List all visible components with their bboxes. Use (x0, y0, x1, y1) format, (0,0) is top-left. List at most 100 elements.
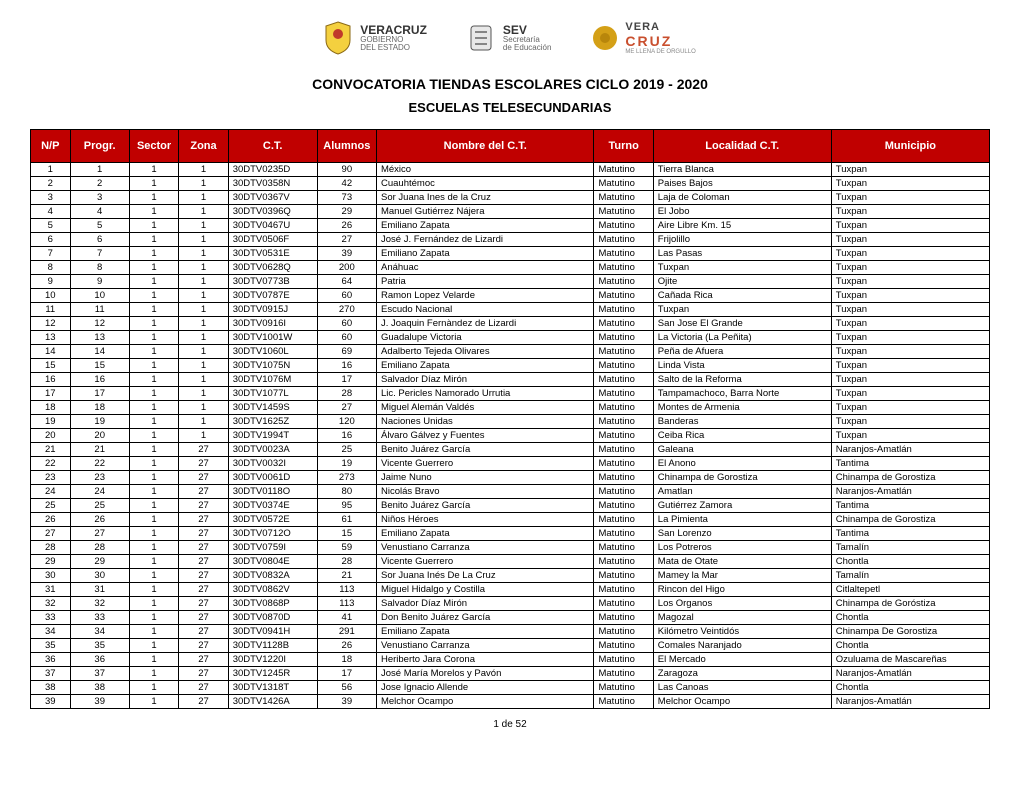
cell: 22 (70, 457, 129, 471)
cell: Tuxpan (831, 317, 989, 331)
cell: Matutino (594, 303, 653, 317)
cell: Benito Juárez García (376, 499, 594, 513)
cell: 10 (70, 289, 129, 303)
cell: 1 (179, 429, 228, 443)
cell: 30DTV0531E (228, 247, 317, 261)
cell: 1 (129, 163, 178, 177)
cell: 30DTV0941H (228, 625, 317, 639)
vera-tag: ME LLENA DE ORGULLO (625, 49, 695, 55)
cell: 27 (179, 527, 228, 541)
table-row: 14141130DTV1060L69Adalberto Tejeda Oliva… (31, 345, 990, 359)
cell: Matutino (594, 639, 653, 653)
cell: Matutino (594, 569, 653, 583)
vera-line2: CRUZ (625, 33, 695, 49)
cell: Matutino (594, 653, 653, 667)
logo-veracruz-gobierno: VERACRUZ GOBIERNO DEL ESTADO (324, 20, 427, 56)
cell: 1 (179, 317, 228, 331)
cell: 30DTV0712O (228, 527, 317, 541)
cell: 1 (129, 541, 178, 555)
col-alumnos: Alumnos (317, 130, 376, 163)
cell: 30DTV0862V (228, 583, 317, 597)
table-row: 17171130DTV1077L28Lic. Pericles Namorado… (31, 387, 990, 401)
cell: 20 (31, 429, 71, 443)
cell: Rincon del Higo (653, 583, 831, 597)
cell: Niños Héroes (376, 513, 594, 527)
cell: Miguel Alemán Valdés (376, 401, 594, 415)
cell: Tuxpan (831, 331, 989, 345)
cell: 21 (317, 569, 376, 583)
flower-icon (591, 24, 619, 52)
cell: 19 (317, 457, 376, 471)
cell: Peña de Afuera (653, 345, 831, 359)
cell: 1 (129, 261, 178, 275)
cell: 11 (70, 303, 129, 317)
cell: Matutino (594, 695, 653, 709)
cell: Banderas (653, 415, 831, 429)
cell: 28 (70, 541, 129, 555)
table-row: 18181130DTV1459S27Miguel Alemán ValdésMa… (31, 401, 990, 415)
table-row: 383812730DTV1318T56Jose Ignacio AllendeM… (31, 681, 990, 695)
cell: 26 (31, 513, 71, 527)
cell: Guadalupe Victoria (376, 331, 594, 345)
cell: 69 (317, 345, 376, 359)
cell: Manuel Gutiérrez Nájera (376, 205, 594, 219)
cell: 27 (179, 625, 228, 639)
cell: 33 (70, 611, 129, 625)
schools-table: N/P Progr. Sector Zona C.T. Alumnos Nomb… (30, 129, 990, 709)
cell: 21 (31, 443, 71, 457)
cell: Matutino (594, 625, 653, 639)
cell: 34 (31, 625, 71, 639)
cell: Tuxpan (831, 429, 989, 443)
cell: 1 (179, 373, 228, 387)
col-nombre: Nombre del C.T. (376, 130, 594, 163)
table-row: 212112730DTV0023A25Benito Juárez GarcíaM… (31, 443, 990, 457)
cell: Kilómetro Veintidós (653, 625, 831, 639)
cell: 7 (31, 247, 71, 261)
cell: 60 (317, 331, 376, 345)
cell: Ceiba Rica (653, 429, 831, 443)
cell: Tamalín (831, 541, 989, 555)
cell: Tampamachoco, Barra Norte (653, 387, 831, 401)
cell: Tuxpan (831, 177, 989, 191)
table-row: 111130DTV0235D90MéxicoMatutinoTierra Bla… (31, 163, 990, 177)
cell: Anáhuac (376, 261, 594, 275)
cell: Lic. Pericles Namorado Urrutia (376, 387, 594, 401)
cell: 9 (70, 275, 129, 289)
cell: 291 (317, 625, 376, 639)
cell: 12 (70, 317, 129, 331)
cell: 30DTV1001W (228, 331, 317, 345)
cell: 1 (129, 289, 178, 303)
cell: 16 (317, 429, 376, 443)
cell: 14 (70, 345, 129, 359)
cell: 1 (129, 415, 178, 429)
table-row: 252512730DTV0374E95Benito Juárez GarcíaM… (31, 499, 990, 513)
cell: 30DTV1075N (228, 359, 317, 373)
cell: Linda Vista (653, 359, 831, 373)
cell: Salvador Díaz Mirón (376, 597, 594, 611)
cell: 1 (129, 219, 178, 233)
main-title: CONVOCATORIA TIENDAS ESCOLARES CICLO 201… (30, 76, 990, 92)
cell: 34 (70, 625, 129, 639)
cell: Tantima (831, 499, 989, 513)
cell: 16 (70, 373, 129, 387)
cell: 27 (179, 695, 228, 709)
cell: 27 (317, 233, 376, 247)
cell: 1 (70, 163, 129, 177)
cell: Aire Libre Km. 15 (653, 219, 831, 233)
cell: Don Benito Juárez García (376, 611, 594, 625)
shield-icon (324, 20, 352, 56)
cell: 39 (317, 247, 376, 261)
cell: Frijolillo (653, 233, 831, 247)
cell: 33 (31, 611, 71, 625)
cell: 30DTV0374E (228, 499, 317, 513)
cell: J. Joaquin Fernàndez de Lizardi (376, 317, 594, 331)
cell: Ozuluama de Mascareñas (831, 653, 989, 667)
cell: 27 (179, 541, 228, 555)
cell: 37 (31, 667, 71, 681)
cell: Zaragoza (653, 667, 831, 681)
logo-sev: SEV Secretaría de Educación (467, 20, 551, 56)
cell: Matutino (594, 513, 653, 527)
cell: 7 (70, 247, 129, 261)
cell: 30DTV0870D (228, 611, 317, 625)
cell: 26 (317, 639, 376, 653)
